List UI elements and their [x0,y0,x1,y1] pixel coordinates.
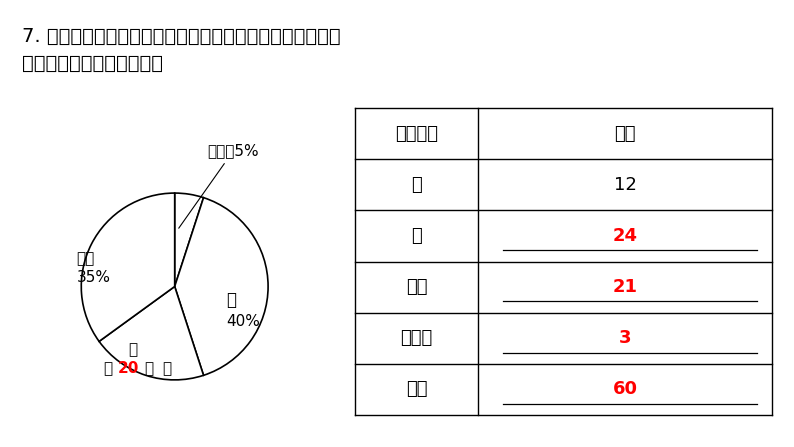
Text: 7. 下面是某班一次测试成绩的扇形统计图和与之相对应的统: 7. 下面是某班一次测试成绩的扇形统计图和与之相对应的统 [22,27,341,46]
Text: 21: 21 [612,278,638,296]
Text: 不及格5%: 不及格5% [179,143,259,228]
Wedge shape [175,193,203,287]
Text: 成绩等级: 成绩等级 [395,125,438,143]
Text: 12: 12 [614,176,637,194]
Text: 20: 20 [118,361,139,376]
Text: 计表，请把它们补充完整。: 计表，请把它们补充完整。 [22,54,163,73]
Text: 35%: 35% [76,270,110,285]
Text: 良: 良 [411,227,422,245]
Text: 3: 3 [619,329,631,347]
Text: 优: 优 [128,342,137,358]
Text: 人数: 人数 [615,125,636,143]
Text: 良: 良 [226,291,236,309]
Text: 24: 24 [612,227,638,245]
Text: 不及格: 不及格 [400,329,433,347]
Text: 及格: 及格 [76,251,94,266]
Wedge shape [175,198,268,375]
Text: 合计: 合计 [406,380,427,398]
Text: 及格: 及格 [406,278,427,296]
Text: 优: 优 [411,176,422,194]
Text: ）: ） [144,361,153,376]
Wedge shape [99,287,203,380]
Wedge shape [81,193,175,342]
Text: （: （ [103,361,112,376]
Text: ％: ％ [163,361,172,376]
Text: 60: 60 [612,380,638,398]
Text: 40%: 40% [226,315,260,329]
